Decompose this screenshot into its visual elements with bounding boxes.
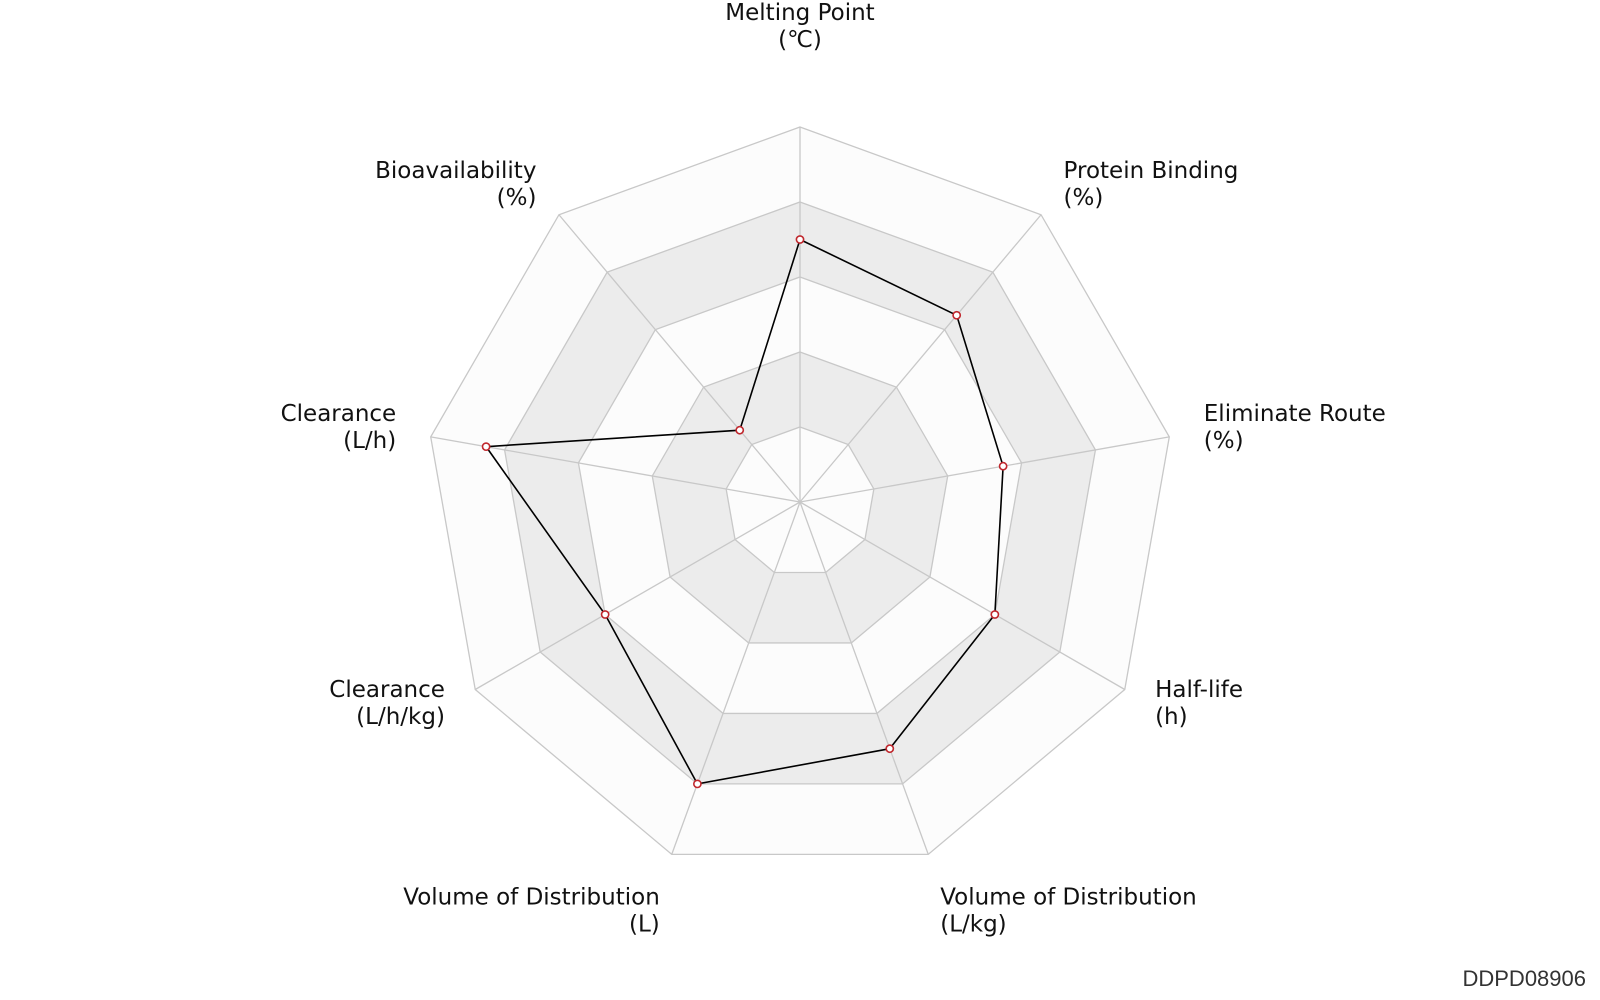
data-point-7 bbox=[481, 442, 491, 452]
axis-label-3: Half-life (h) bbox=[1155, 677, 1243, 730]
radar-axis-labels: Melting Point (℃)Protein Binding (%)Elimin… bbox=[281, 0, 1386, 937]
radar-series bbox=[481, 235, 1008, 789]
axis-unit: (L/kg) bbox=[940, 911, 1006, 937]
axis-spoke-1 bbox=[799, 214, 1042, 503]
axis-name: Bioavailability bbox=[375, 158, 536, 184]
axis-spoke-3 bbox=[799, 501, 1126, 691]
axis-unit: (%) bbox=[497, 185, 537, 211]
series-line-0 bbox=[484, 238, 1004, 785]
data-point-2 bbox=[998, 461, 1008, 471]
axis-label-0: Melting Point (℃) bbox=[725, 0, 874, 53]
data-point-5 bbox=[692, 779, 702, 789]
data-point-8 bbox=[735, 425, 745, 435]
axis-name: Volume of Distribution bbox=[940, 884, 1197, 910]
axis-name: Clearance bbox=[281, 401, 397, 427]
axis-label-8: Bioavailability (%) bbox=[375, 158, 536, 211]
axis-name: Clearance bbox=[329, 677, 445, 703]
axis-unit: (L) bbox=[629, 911, 660, 937]
axis-unit: (%) bbox=[1064, 185, 1104, 211]
axis-name: Melting Point bbox=[725, 0, 874, 26]
axis-name: Volume of Distribution bbox=[403, 884, 660, 910]
axis-unit: (%) bbox=[1204, 428, 1244, 454]
axis-unit: (L/h/kg) bbox=[356, 704, 445, 730]
data-point-0 bbox=[795, 235, 805, 244]
watermark-id: DDPD08906 bbox=[1462, 966, 1586, 991]
axis-name: Half-life bbox=[1155, 677, 1243, 703]
data-point-4 bbox=[885, 744, 895, 754]
axis-unit: (h) bbox=[1155, 704, 1188, 730]
axis-spoke-8 bbox=[558, 214, 801, 503]
axis-unit: (L/h) bbox=[343, 428, 396, 454]
axis-label-2: Eliminate Route (%) bbox=[1204, 401, 1386, 454]
axis-label-7: Clearance (L/h) bbox=[281, 401, 397, 454]
axis-spoke-5 bbox=[671, 501, 801, 855]
axis-label-6: Clearance (L/h/kg) bbox=[329, 677, 445, 730]
data-point-1 bbox=[952, 310, 962, 320]
data-point-3 bbox=[990, 610, 1000, 619]
axis-unit: (℃) bbox=[778, 27, 822, 53]
axis-name: Eliminate Route bbox=[1204, 401, 1386, 427]
axis-spoke-4 bbox=[799, 501, 929, 855]
axis-spoke-6 bbox=[474, 501, 801, 691]
axis-label-1: Protein Binding (%) bbox=[1064, 158, 1239, 211]
radar-spokes bbox=[430, 127, 1170, 855]
axis-spoke-7 bbox=[430, 436, 801, 503]
axis-name: Protein Binding bbox=[1064, 158, 1239, 184]
axis-label-4: Volume of Distribution (L/kg) bbox=[940, 884, 1197, 937]
axis-label-5: Volume of Distribution (L) bbox=[403, 884, 660, 937]
data-point-6 bbox=[600, 610, 610, 619]
axis-spoke-2 bbox=[799, 436, 1170, 503]
